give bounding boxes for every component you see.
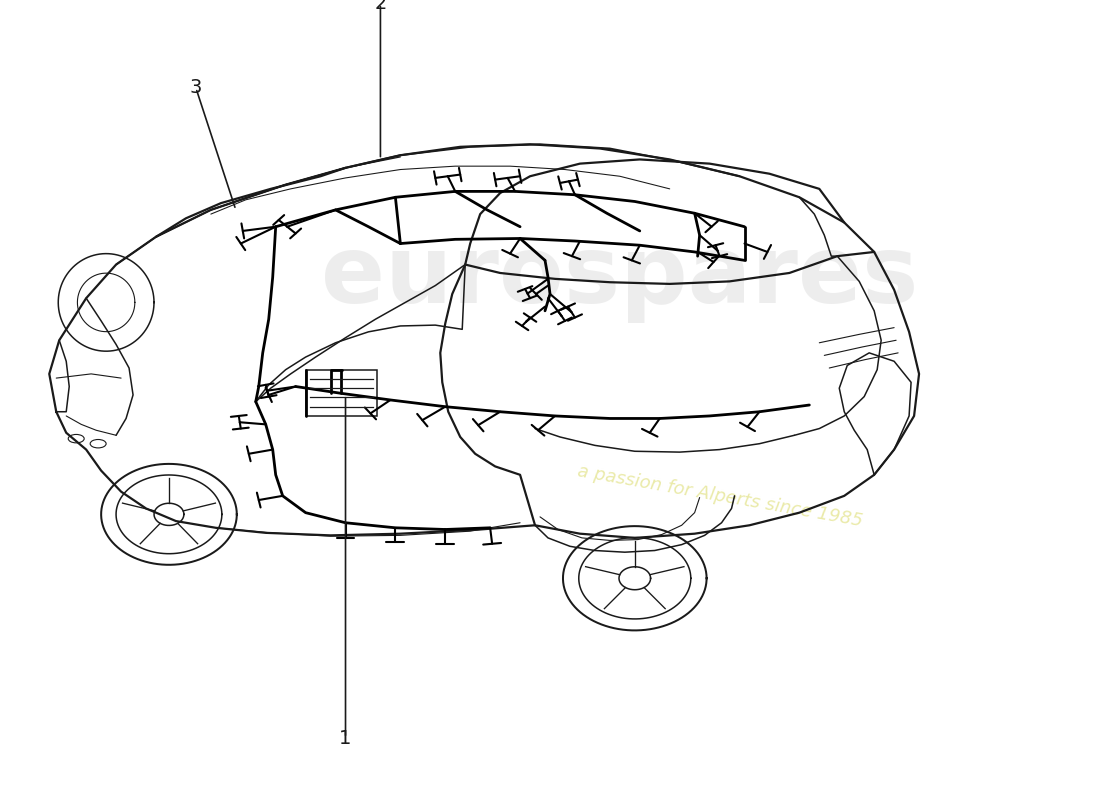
Text: eurospares: eurospares: [321, 231, 918, 323]
Bar: [306, 370, 377, 416]
Text: a passion for Alperts since 1985: a passion for Alperts since 1985: [575, 462, 864, 530]
Text: 3: 3: [189, 78, 202, 98]
Text: 2: 2: [374, 0, 386, 14]
Text: 1: 1: [339, 729, 352, 747]
